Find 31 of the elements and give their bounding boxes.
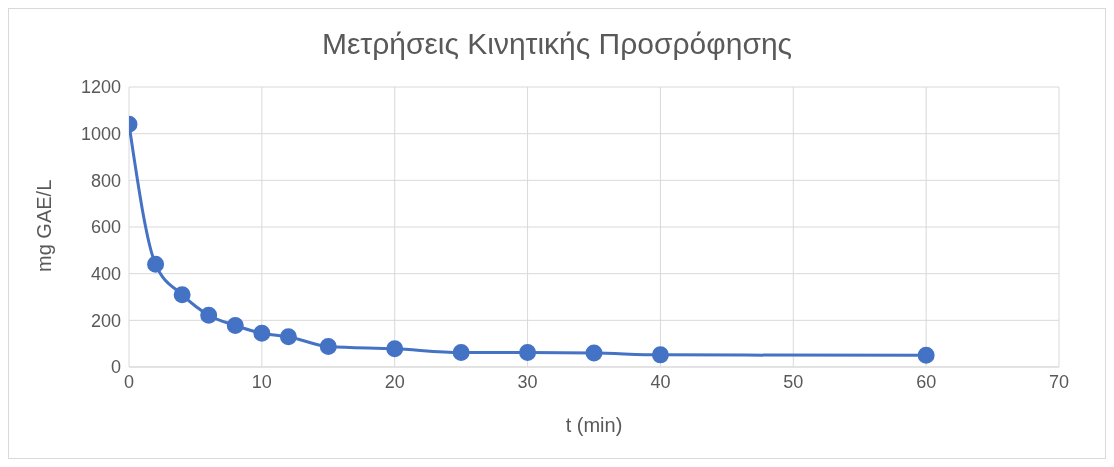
y-tick-label: 0 [110, 357, 121, 378]
point [200, 306, 218, 324]
point [452, 344, 470, 362]
y-tick-label: 400 [90, 264, 121, 285]
x-tick-label: 10 [251, 371, 272, 392]
x-tick-label: 60 [916, 371, 937, 392]
y-tick-label: 1000 [80, 124, 121, 145]
point [253, 324, 271, 342]
x-tick-label: 0 [123, 371, 135, 392]
point [279, 328, 297, 346]
point [147, 255, 165, 273]
x-tick-label: 40 [650, 371, 671, 392]
point [585, 344, 603, 362]
y-tick-label: 800 [90, 170, 121, 191]
point [173, 286, 191, 304]
point [917, 346, 935, 364]
y-tick-label: 1200 [80, 77, 121, 98]
x-tick-label: 20 [384, 371, 405, 392]
y-tick-label: 600 [90, 217, 121, 238]
point [319, 337, 337, 355]
x-tick-label: 70 [1048, 371, 1070, 392]
point [386, 340, 404, 358]
x-axis-title: t (min) [565, 414, 623, 436]
point [519, 344, 537, 362]
y-axis-title: mg GAE/L [33, 179, 56, 272]
x-tick-label: 50 [783, 371, 804, 392]
chart-title: Μετρήσεις Κινητικής Προσρόφησης [320, 26, 794, 62]
y-tick-label: 200 [90, 310, 121, 331]
x-tick-label: 30 [517, 371, 538, 392]
point [651, 346, 669, 364]
point [226, 316, 244, 334]
